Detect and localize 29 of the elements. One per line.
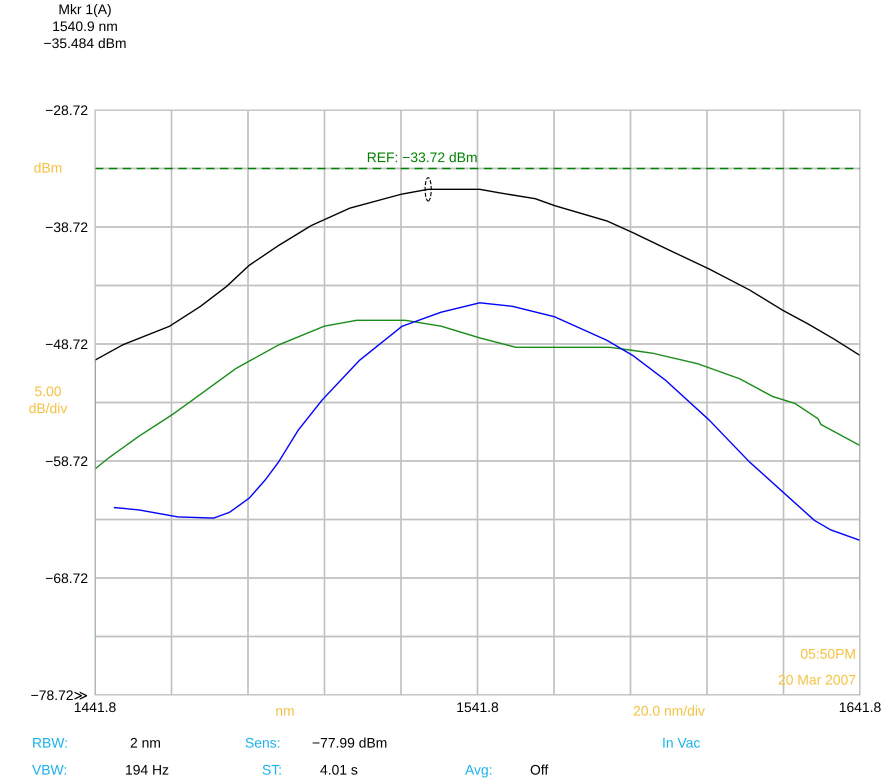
annotation: 20 Mar 2007 <box>778 674 856 685</box>
text: 4.01 s <box>320 764 358 775</box>
text: RBW: <box>33 738 67 748</box>
text: 194 Hz <box>126 764 168 775</box>
y-tick-label: −28.72 <box>46 105 88 116</box>
text: VBW: <box>32 765 66 775</box>
y-tick-label: −68.72 <box>46 573 88 584</box>
y-tick-label: −78.72≫ <box>31 690 88 700</box>
text: nm <box>276 708 294 716</box>
text: −77.99 dBm <box>312 738 386 748</box>
text: 2 nm <box>130 738 160 748</box>
text: dBm <box>34 162 62 173</box>
x-tick-label: 1641.8 <box>840 702 881 712</box>
text: Sens: <box>246 738 280 748</box>
text: Off <box>530 764 548 775</box>
line-series <box>114 302 860 542</box>
y-tick-label: −48.72 <box>46 339 88 350</box>
ref-line-label: REF: −33.72 dBm <box>368 152 477 162</box>
text: ST: <box>262 764 281 775</box>
annotation: 05:50PM <box>800 648 855 659</box>
text: Avg: <box>465 765 492 778</box>
text: 5.00 dB/div <box>29 386 68 414</box>
text: 20.0 nm/div <box>634 706 705 716</box>
y-tick-label: −38.72 <box>46 222 88 232</box>
x-tick-label: 1441.8 <box>74 702 116 712</box>
text: In Vac <box>663 738 700 748</box>
y-tick-label: −58.72 <box>46 456 88 466</box>
text: Mkr 1(A) 1540.9 nm −35.484 dBm <box>44 4 126 48</box>
x-tick-label: 1541.8 <box>457 702 498 712</box>
